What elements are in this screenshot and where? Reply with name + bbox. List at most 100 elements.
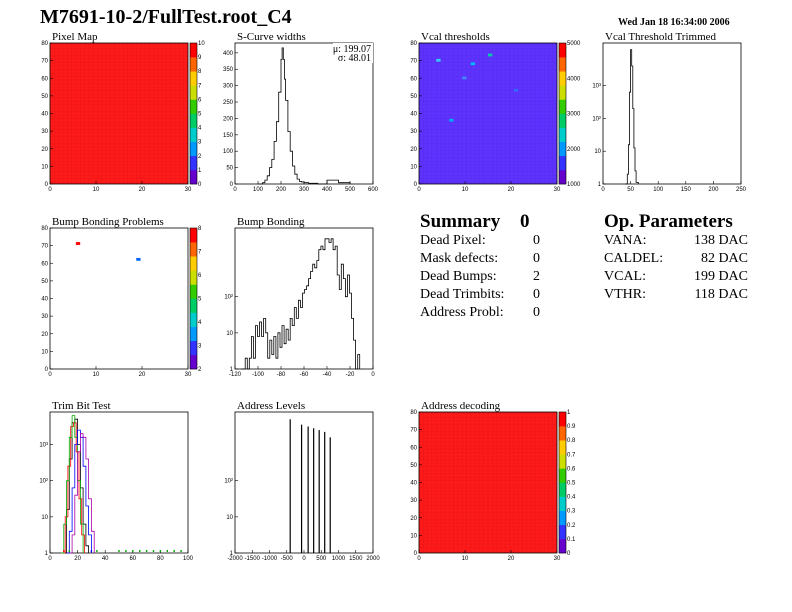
x-tick-label: 0 [601, 187, 605, 193]
x-tick-label: -1500 [245, 556, 261, 562]
colorbar-tick-label: 3 [198, 344, 202, 350]
colorbar-segment [190, 354, 197, 370]
colorbar-tick-label: 0.4 [567, 495, 576, 501]
s-curve-widths-chart: S-Curve widths 0 100 200 300 400 500 600 0 50 100 1… [223, 31, 379, 193]
colorbar-tick-label: 0.5 [567, 481, 576, 487]
colorbar-tick-label: 2 [198, 367, 202, 373]
y-tick-label: 50 [410, 463, 417, 469]
axes-frame [234, 411, 374, 554]
x-tick-label: -2000 [227, 556, 243, 562]
address-levels-title: Address Levels [237, 400, 305, 412]
pixel-map-chart: Pixel Map 0 1 2 3 4 5 6 7 8 9 10 0 10 20 30 0 10 20 30 40 50 6… [41, 31, 205, 193]
y-tick-label: 200 [223, 116, 234, 122]
y-tick-label: 10² [224, 479, 233, 485]
op-parameter-value: 118 DAC [694, 287, 748, 302]
summary-total: 0 [520, 211, 530, 232]
y-tick-label: 50 [226, 166, 233, 172]
x-tick-label: 500 [316, 556, 327, 562]
x-tick-label: 600 [368, 187, 379, 193]
trim-bit-marker [139, 550, 141, 552]
summary-label: Dead Trimbits: [420, 287, 505, 302]
bump-bonding-series-line [241, 238, 361, 370]
colorbar-tick-label: 4000 [567, 76, 581, 82]
summary-value: 0 [533, 305, 540, 320]
colorbar-tick-label: 6 [198, 273, 202, 279]
y-tick-label: 20 [410, 147, 417, 153]
y-tick-label: 0 [414, 551, 418, 557]
page-title: M7691-10-2/FullTest.root_C4 [40, 6, 292, 28]
axes-frame [234, 42, 374, 185]
summary-row: Dead Trimbits: 0 [420, 287, 550, 305]
y-tick-label: 50 [410, 94, 417, 100]
x-tick-label: 80 [157, 556, 164, 562]
colorbar-frame [189, 227, 198, 370]
trim-bit-marker [132, 550, 134, 552]
summary-label: Dead Pixel: [420, 233, 486, 248]
summary-value: 0 [533, 251, 540, 266]
y-tick-label: 70 [41, 244, 48, 250]
colorbar-segment [190, 85, 197, 100]
colorbar-segment [559, 412, 566, 427]
x-tick-label: -80 [277, 372, 286, 378]
x-tick-label: 50 [627, 187, 634, 193]
x-tick-label: 0 [417, 556, 421, 562]
s-curve-widths-series-line [258, 47, 351, 185]
y-tick-label: 0 [45, 182, 49, 188]
y-tick-label: 100 [223, 149, 234, 155]
op-parameter-label: CALDEL: [604, 251, 664, 266]
heatmap-cell [75, 242, 81, 245]
y-tick-label: 1 [230, 367, 234, 373]
y-tick-label: 300 [223, 84, 234, 90]
colorbar-segment [190, 57, 197, 72]
heatmap-cell [488, 53, 493, 57]
colorbar-segment [559, 426, 566, 441]
x-tick-label: 10 [93, 372, 100, 378]
summary-label: Dead Bumps: [420, 269, 497, 284]
x-tick-label: -20 [346, 372, 355, 378]
colorbar-tick-label: 5 [198, 297, 202, 303]
date-stamp: Wed Jan 18 16:34:00 2006 [618, 17, 730, 28]
colorbar-tick-label: 2 [198, 154, 202, 160]
colorbar-segment [190, 113, 197, 128]
colorbar-tick-label: 4 [198, 320, 202, 326]
y-tick-label: 60 [41, 76, 48, 82]
colorbar-tick-label: 8 [198, 69, 202, 75]
stats-box [333, 43, 373, 63]
op-parameters-block: Op. Parameters VANA: 138 DAC CALDEL: 82 DA… [604, 211, 754, 305]
colorbar-segment [190, 312, 197, 327]
x-tick-label: 500 [345, 187, 356, 193]
summary-row: Address Probl: 0 [420, 305, 550, 323]
colorbar-segment [559, 454, 566, 469]
trim-bit-test-title: Trim Bit Test [52, 400, 111, 412]
x-tick-label: 100 [183, 556, 194, 562]
colorbar-tick-label: 0.9 [567, 424, 576, 430]
axes-frame [49, 411, 189, 554]
colorbar-segment [190, 141, 197, 157]
x-tick-label: 60 [129, 556, 136, 562]
x-tick-label: 0 [48, 556, 52, 562]
colorbar-segment [559, 496, 566, 511]
heatmap-cell [449, 118, 454, 122]
colorbar-segment [190, 169, 197, 185]
y-tick-label: 40 [41, 297, 48, 303]
colorbar-tick-label: 0.1 [567, 537, 576, 543]
op-parameter-label: VCAL: [604, 269, 646, 284]
colorbar-tick-label: 8 [198, 226, 202, 232]
y-tick-label: 20 [410, 516, 417, 522]
x-tick-label: 0 [302, 556, 306, 562]
summary-label: Address Probl: [420, 305, 504, 320]
colorbar-segment [190, 298, 197, 313]
x-tick-label: 250 [736, 187, 747, 193]
colorbar-segment [559, 538, 566, 554]
y-tick-label: 1 [230, 551, 234, 557]
colorbar-tick-label: 0 [567, 551, 571, 557]
address-levels-chart: Address Levels -2000 -1500 -1000 -500 0 500 100… [224, 400, 380, 562]
colorbar-segment [559, 141, 566, 157]
heatmap-grid [419, 43, 557, 184]
colorbar-tick-label: 4 [198, 126, 202, 132]
colorbar-tick-label: 7 [198, 83, 202, 89]
colorbar-tick-label: 0.7 [567, 452, 576, 458]
trim-bit-marker [159, 550, 162, 552]
colorbar-tick-label: 0 [198, 182, 202, 188]
y-tick-label: 10 [226, 331, 233, 337]
